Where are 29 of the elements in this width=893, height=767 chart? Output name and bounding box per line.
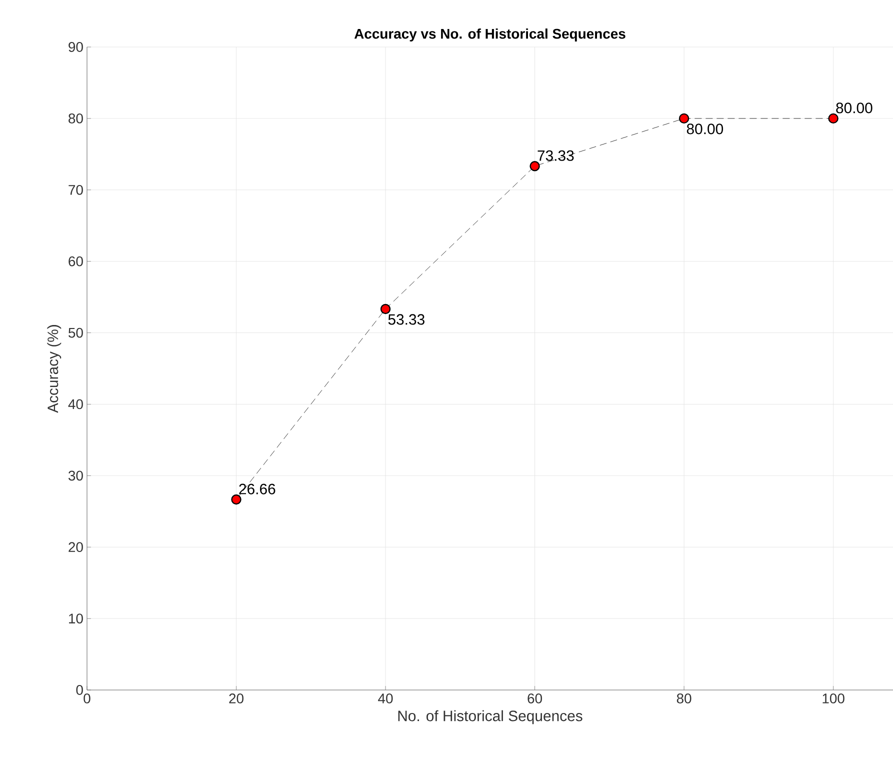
x-axis-title: No. of Historical Sequences (398, 710, 582, 724)
y-tick-label: 20 (68, 542, 83, 552)
x-tick-label: 100 (822, 694, 844, 704)
x-tick-label: 20 (229, 694, 244, 704)
x-tick-label: 60 (528, 694, 542, 704)
y-tick-label: 80 (68, 113, 83, 124)
data-label: 80.00 (836, 102, 872, 114)
y-tick-label: 30 (68, 470, 83, 481)
point (828, 113, 838, 124)
y-tick-label: 50 (68, 328, 83, 338)
point (678, 113, 690, 124)
x-tick-label: 80 (676, 694, 692, 704)
point (380, 304, 391, 314)
point (530, 161, 540, 172)
chart-title: Accuracy vs No. of Historical Sequences (354, 28, 626, 42)
y-tick-label: 90 (68, 42, 83, 52)
data-label: 80.00 (686, 124, 724, 134)
y-axis-title: Accuracy (%) (47, 325, 62, 413)
y-tick-label: 70 (68, 184, 83, 195)
data-label: 26.66 (239, 484, 276, 494)
y-tick-label: 60 (68, 256, 83, 266)
data-label: 73.33 (538, 150, 574, 161)
point (231, 494, 242, 505)
data-label: 53.33 (388, 314, 424, 325)
x-tick-label: 40 (378, 694, 393, 704)
x-tick-label: 0 (84, 694, 90, 704)
y-tick-label: 0 (76, 685, 83, 695)
y-tick-label: 40 (68, 399, 83, 410)
y-tick-label: 10 (69, 614, 83, 624)
